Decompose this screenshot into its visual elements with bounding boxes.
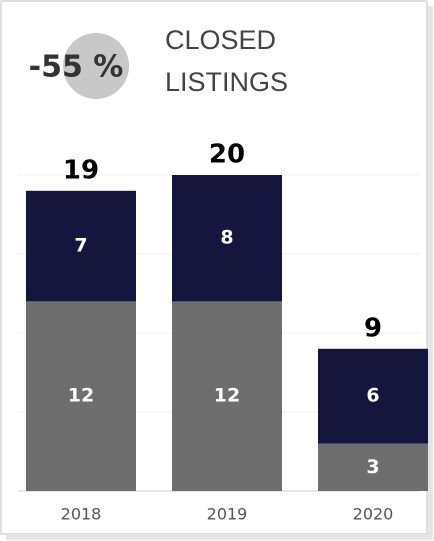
x-tick-label: 2019 xyxy=(207,505,248,524)
data-label: 8 xyxy=(220,227,233,249)
data-label: 7 xyxy=(74,235,87,257)
data-label: 6 xyxy=(366,385,379,407)
bar-segment xyxy=(26,190,136,302)
card-shadow xyxy=(428,6,433,539)
badge-text: -55 % xyxy=(29,50,124,85)
x-tick-label: 2018 xyxy=(61,505,102,524)
bar-segment xyxy=(172,175,282,302)
total-label: 20 xyxy=(209,140,245,170)
card-shadow xyxy=(6,535,433,540)
x-tick-label: 2020 xyxy=(353,505,394,524)
data-label: 12 xyxy=(68,385,94,407)
bar-segment xyxy=(26,301,136,491)
chart-title: LISTINGS xyxy=(165,67,288,97)
bar-segment xyxy=(172,301,282,491)
data-label: 12 xyxy=(214,385,240,407)
bar-segment xyxy=(318,443,428,491)
data-label: 3 xyxy=(366,456,379,478)
badge-circle xyxy=(63,33,129,99)
total-label: 19 xyxy=(63,155,99,185)
bar-segment xyxy=(318,348,428,444)
total-label: 9 xyxy=(364,313,382,343)
chart-title: CLOSED xyxy=(165,25,276,55)
